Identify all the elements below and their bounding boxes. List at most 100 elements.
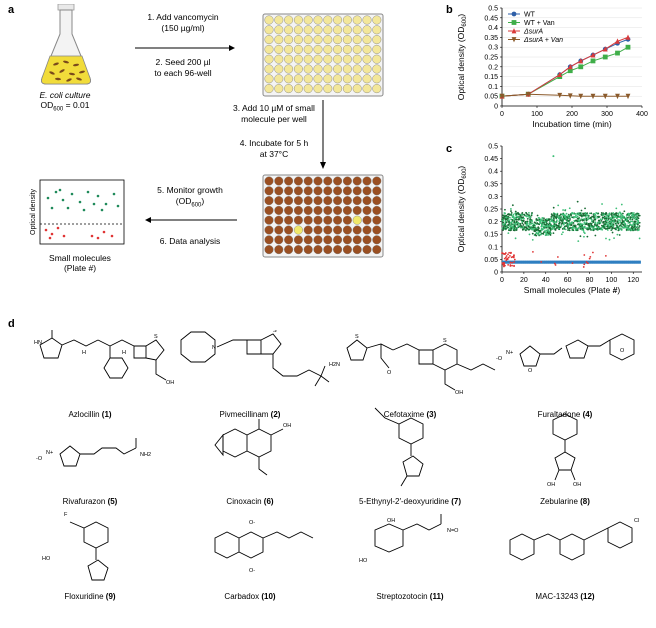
structure-pivmecillinam: N S <box>180 330 330 387</box>
chart-c-point-blue <box>526 260 529 264</box>
culture-line1: E. coli culture <box>39 90 91 100</box>
chart-c-point-blue <box>591 260 594 264</box>
chart-c-point-green <box>588 212 591 215</box>
chart-c-point-green <box>631 227 633 230</box>
chart-c-point-green <box>542 221 545 224</box>
chart-c-point-green <box>547 234 549 236</box>
plate-well <box>313 235 323 245</box>
chart-c-point-green <box>560 233 563 236</box>
chart-b-point <box>511 37 517 43</box>
chart-c-point-green <box>575 219 577 222</box>
chart-c-point-blue <box>610 260 613 264</box>
chart-b-ytick-label: 0.2 <box>488 64 498 71</box>
chart-b-xtick-label: 400 <box>636 111 648 118</box>
chart-c-point-green <box>605 217 608 220</box>
plate-well <box>362 196 372 206</box>
chart-c-point-blue <box>529 260 531 264</box>
step4-line1: 4. Incubate for 5 h <box>239 138 309 148</box>
chart-c-point-green <box>610 217 612 220</box>
chart-c-point-blue <box>595 260 597 264</box>
chart-c-point-green <box>593 225 596 228</box>
plate-well <box>303 44 313 54</box>
chart-c-point-blue <box>534 260 536 264</box>
chart-c-point-green <box>530 225 532 228</box>
plate-well <box>303 245 313 255</box>
chart-c-point-green <box>625 219 628 222</box>
chart-c-point-green <box>530 214 533 217</box>
chart-c-point-green <box>517 225 520 227</box>
chart-c-point-blue <box>565 260 567 264</box>
chart-c-point-green <box>567 229 569 232</box>
chart-c-point-blue <box>609 260 611 264</box>
chart-c-point-green <box>625 228 628 231</box>
plate-well <box>352 215 362 225</box>
chart-c-point-green <box>608 238 611 241</box>
chart-c-point-green <box>522 226 525 229</box>
chart-c-point-blue <box>523 260 525 264</box>
chart-c-point-green <box>558 221 561 224</box>
plate-well <box>303 35 313 45</box>
chart-c-xtick-label: 80 <box>586 277 594 284</box>
chart-c-point-blue <box>587 260 589 264</box>
chart-c-point-green <box>615 212 618 215</box>
plate-well <box>372 25 382 35</box>
chart-c-point-green <box>568 229 571 232</box>
chart-c-point-green <box>570 222 573 225</box>
chart-c-point-green <box>623 210 626 213</box>
step5-sub: 600 <box>191 202 202 209</box>
chart-c-point-blue <box>612 260 614 264</box>
chart-c-point-green <box>629 227 632 230</box>
chart-b-ytick-label: 0.35 <box>484 35 498 42</box>
chart-c-point-green <box>513 221 516 224</box>
chart-c-point-green <box>586 235 589 238</box>
chart-c-point-red <box>503 257 506 260</box>
chart-c-point-green <box>531 238 534 241</box>
chart-c-point-green <box>543 217 545 220</box>
chart-c-point-blue <box>566 260 569 264</box>
plate-well <box>342 205 352 215</box>
chart-c-point-red <box>511 261 514 264</box>
plate-well <box>372 196 382 206</box>
chart-c-point-blue <box>574 260 576 264</box>
panel-letter-a: a <box>8 4 15 16</box>
chart-c-point-blue <box>563 260 565 264</box>
plate-well <box>333 186 343 196</box>
molecule-name: Azlocillin (1) <box>20 410 160 419</box>
structure-streptozotocin: OH N=O HO <box>359 514 459 564</box>
plate-well <box>333 44 343 54</box>
plate-well <box>352 64 362 74</box>
molecule-name: Cinoxacin (6) <box>180 497 320 506</box>
chart-c-point-green <box>562 214 565 217</box>
plate-well <box>284 205 294 215</box>
chart-c-point-green <box>548 218 550 221</box>
chart-c-point-red <box>508 251 511 254</box>
chart-c-point-green <box>590 222 592 225</box>
mini-dot-red <box>96 236 100 240</box>
chart-c-point-green <box>598 222 601 225</box>
chart-c-point-green <box>575 214 577 217</box>
structure-zebularine: OH OH <box>547 413 581 488</box>
chart-b-legend-label: WT + Van <box>524 20 555 27</box>
chart-c-point-blue <box>604 260 606 264</box>
svg-text:NH2: NH2 <box>140 452 151 458</box>
chart-c-point-green <box>526 222 529 225</box>
chart-c-point-green <box>604 223 607 226</box>
chart-c-point-blue <box>614 260 616 264</box>
chart-c-point-green <box>566 227 569 229</box>
plate-well <box>323 225 333 235</box>
chart-c-point-green <box>613 216 616 219</box>
plate-well <box>274 205 284 215</box>
molecule-name-text: Pivmecillinam <box>219 410 271 419</box>
chart-c-point-blue <box>622 260 624 264</box>
chart-screen-scatter: 0 0.05 0.1 0.15 0.2 0.25 0.3 0.35 0.4 0.45 0.5 0 20 4… <box>456 144 642 295</box>
svg-text:OH: OH <box>455 390 463 396</box>
plate-well <box>303 225 313 235</box>
chart-c-point-blue <box>512 260 514 264</box>
chart-c-point-green <box>625 217 628 220</box>
plate-well <box>352 245 362 255</box>
chart-c-point-red <box>513 261 516 263</box>
chart-b-point <box>511 28 517 34</box>
chart-c-point-blue <box>524 260 527 264</box>
chart-c-point-blue <box>631 260 634 264</box>
chart-c-point-red <box>554 264 557 266</box>
